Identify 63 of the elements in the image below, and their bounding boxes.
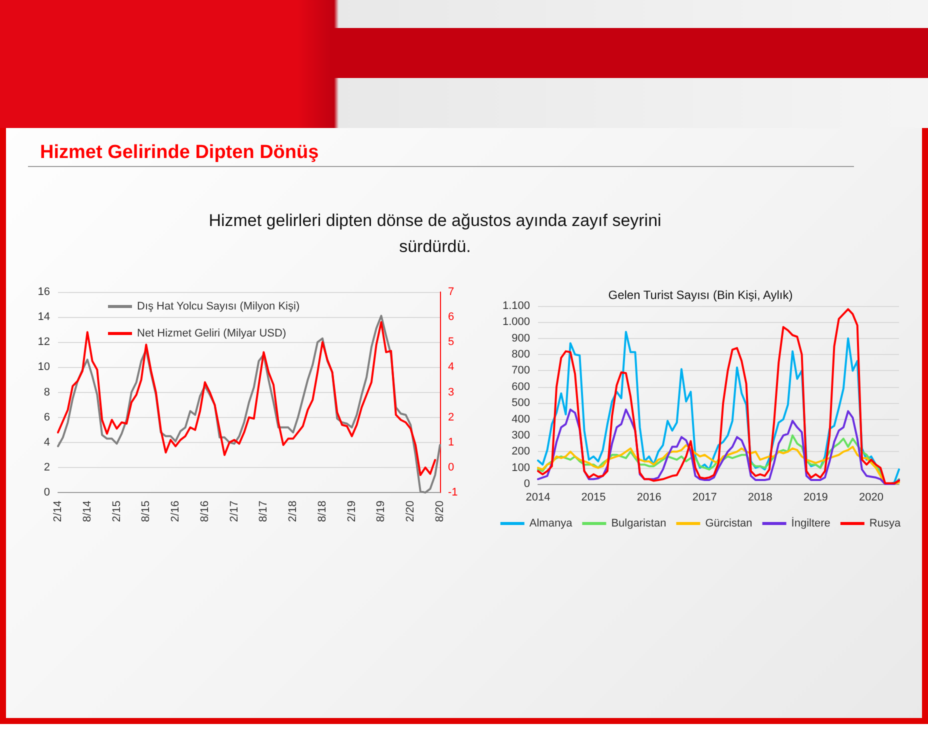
y-tick-label: 400 bbox=[512, 413, 530, 426]
y2-tick-label: 3 bbox=[448, 386, 454, 398]
x-tick-label: 8/19 bbox=[375, 500, 388, 522]
line-series bbox=[537, 408, 900, 485]
text: Hizmet Gelirinde Dipten Dönüş bbox=[40, 142, 319, 164]
y-tick-label: 600 bbox=[512, 380, 530, 393]
y-tick-label: 16 bbox=[38, 286, 50, 298]
text: Hizmet gelirleri dipten dönse de ağustos ayında zayıf seyrini sürdürdü. bbox=[208, 210, 662, 258]
y-tick-label: 2 bbox=[44, 462, 50, 474]
y2-tick-label: 1 bbox=[448, 436, 454, 448]
y-tick-label: 8 bbox=[44, 386, 50, 398]
x-tick-label: 2020 bbox=[858, 492, 884, 504]
y-tick-label: 1.100 bbox=[502, 300, 530, 312]
y2-tick-label: 0 bbox=[448, 462, 454, 474]
x-tick-label: 2014 bbox=[526, 492, 550, 504]
y-tick-label: 14 bbox=[38, 311, 50, 324]
y-tick-label: 0 bbox=[44, 486, 50, 499]
x-tick-label: 2016 bbox=[636, 492, 662, 504]
x-tick-label: 2/18 bbox=[287, 500, 300, 522]
x-tick-label: 2/15 bbox=[110, 500, 123, 522]
x-tick-label: 2018 bbox=[748, 492, 772, 504]
y-tick-label: 900 bbox=[512, 332, 530, 344]
legend-label: Gürcistan bbox=[705, 518, 752, 530]
y2-tick-label: 5 bbox=[448, 336, 454, 348]
y-tick-label: 4 bbox=[44, 436, 50, 448]
y2-tick-label: 7 bbox=[448, 286, 454, 298]
x-tick-label: 2/16 bbox=[170, 500, 182, 522]
x-tick-label: 2/17 bbox=[228, 500, 240, 522]
legend-label: Rusya bbox=[869, 518, 902, 530]
y-tick-label: 10 bbox=[38, 361, 50, 374]
y2-tick-label: 4 bbox=[448, 361, 454, 374]
y-tick-label: 500 bbox=[512, 397, 530, 410]
x-tick-label: 2019 bbox=[803, 492, 828, 504]
y2-tick-label: -1 bbox=[448, 486, 458, 499]
x-tick-label: 2017 bbox=[692, 492, 717, 504]
legend-label: İngiltere bbox=[791, 516, 830, 530]
x-tick-label: 8/18 bbox=[316, 500, 328, 522]
x-tick-label: 2/14 bbox=[52, 500, 64, 522]
y-tick-label: 12 bbox=[38, 336, 50, 348]
legend-label: Dış Hat Yolcu Sayısı (Milyon Kişi) bbox=[137, 300, 300, 312]
y2-tick-label: 2 bbox=[448, 411, 454, 424]
y2-tick-label: 6 bbox=[448, 311, 454, 324]
x-tick-label: 2/20 bbox=[404, 500, 417, 522]
y-tick-label: 0 bbox=[524, 478, 530, 490]
x-tick-label: 8/16 bbox=[198, 500, 211, 522]
chart-title: Gelen Turist Sayısı (Bin Kişi, Aylık) bbox=[608, 288, 793, 302]
y-tick-label: 100 bbox=[512, 462, 530, 474]
y-tick-label: 6 bbox=[44, 411, 50, 424]
y-tick-label: 800 bbox=[512, 348, 530, 361]
x-tick-label: 2015 bbox=[581, 492, 606, 504]
legend-label: Almanya bbox=[529, 518, 574, 530]
y-tick-label: 300 bbox=[512, 429, 530, 442]
legend-label: Net Hizmet Geliri (Milyar USD) bbox=[137, 328, 286, 340]
y-tick-label: 200 bbox=[512, 446, 530, 458]
legend-label: Bulgaristan bbox=[611, 518, 666, 530]
x-tick-label: 8/14 bbox=[81, 500, 94, 522]
y-tick-label: 1.000 bbox=[502, 316, 530, 328]
x-tick-label: 8/20 bbox=[434, 500, 446, 522]
y-tick-label: 700 bbox=[512, 364, 530, 377]
x-tick-label: 8/17 bbox=[258, 500, 270, 522]
x-tick-label: 8/15 bbox=[140, 500, 152, 522]
line-series bbox=[537, 444, 900, 485]
x-tick-label: 2/19 bbox=[346, 500, 358, 522]
